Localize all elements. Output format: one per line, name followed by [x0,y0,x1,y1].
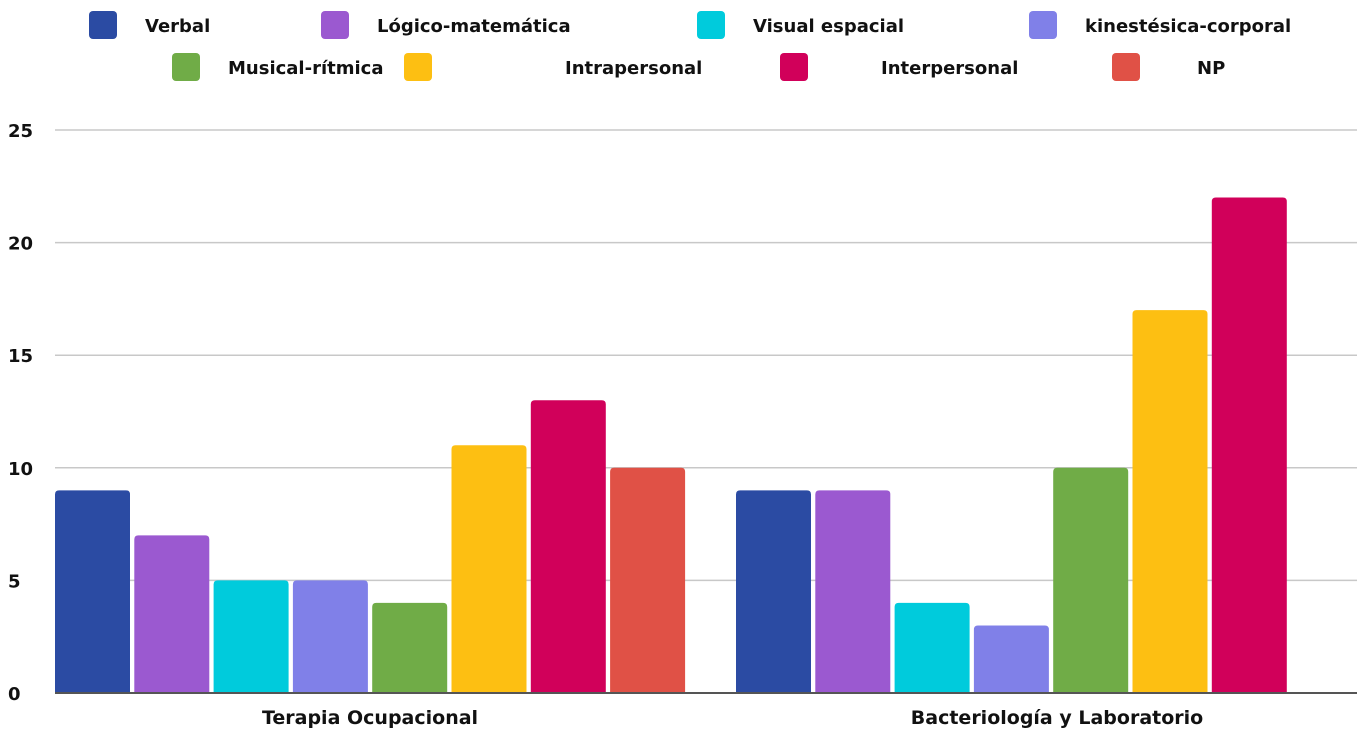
legend-label: Musical-rítmica [228,58,383,79]
bars [55,197,1287,693]
legend-swatch [697,11,725,39]
legend-swatch [404,53,432,81]
bar [1211,197,1287,693]
x-axis: Terapia Ocupacional Bacteriología y Labor… [55,692,1357,729]
bar [894,602,970,693]
legend-label: kinestésica-corporal [1085,16,1291,37]
legend-item: Musical-rítmica [172,53,383,81]
legend-swatch [1112,53,1140,81]
bar [610,467,686,693]
y-tick-label: 0 [8,684,21,705]
bar [134,535,210,693]
legend-item: Interpersonal [780,53,1018,81]
y-tick-label: 10 [8,459,33,480]
y-tick-label: 25 [8,121,33,142]
bar [213,580,289,693]
bar [973,625,1049,693]
bar [1053,467,1129,693]
legend-swatch [780,53,808,81]
legend-label: Visual espacial [753,16,904,37]
legend-item: Visual espacial [697,11,904,39]
y-tick-label: 20 [8,234,33,255]
legend-item: Verbal [89,11,210,39]
legend-item: kinestésica-corporal [1029,11,1291,39]
legend-item: Intrapersonal [404,53,702,81]
bar [372,602,448,693]
legend-item: NP [1112,53,1225,81]
bar [1132,310,1208,693]
legend-label: NP [1197,58,1225,79]
bar [815,490,891,693]
x-category-label: Terapia Ocupacional [262,707,478,729]
y-tick-label: 15 [8,346,33,367]
legend-label: Interpersonal [881,58,1018,79]
legend-label: Verbal [145,16,210,37]
bar [55,490,130,693]
legend: Verbal Lógico-matemática Visual espacial ki… [89,11,1291,81]
legend-swatch [89,11,117,39]
legend-label: Lógico-matemática [377,16,571,37]
bar [530,400,606,693]
legend-swatch [321,11,349,39]
legend-item: Lógico-matemática [321,11,571,39]
legend-swatch [1029,11,1057,39]
bar [736,490,811,693]
legend-label: Intrapersonal [565,58,702,79]
bar [451,445,527,693]
bar [292,580,368,693]
y-tick-label: 5 [8,571,21,592]
legend-swatch [172,53,200,81]
y-axis: 0 5 10 15 20 25 [8,121,33,705]
x-category-label: Bacteriología y Laboratorio [911,707,1203,729]
